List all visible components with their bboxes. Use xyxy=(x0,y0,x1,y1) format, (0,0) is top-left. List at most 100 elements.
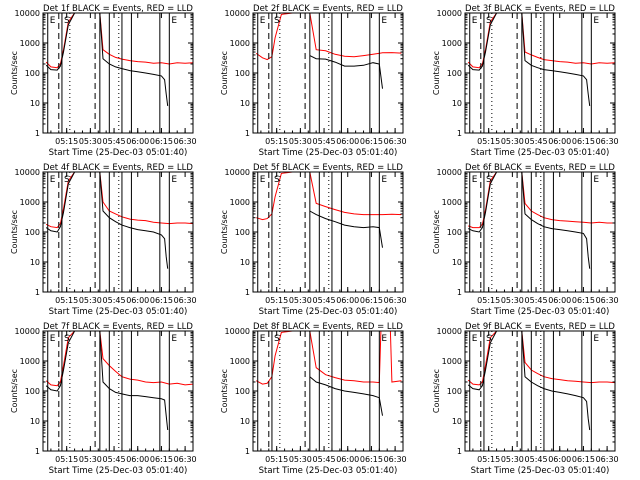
panel-title: Det 1f BLACK = Events, RED = LLD xyxy=(43,4,193,14)
x-tick-label: 05:15 xyxy=(265,137,288,146)
x-tick-label: 05:15 xyxy=(265,455,288,464)
x-tick-label: 06:30 xyxy=(174,455,197,464)
y-tick-label: 1000 xyxy=(230,198,250,207)
marker-label: E xyxy=(260,334,266,344)
panel-title: Det 4f BLACK = Events, RED = LLD xyxy=(43,163,193,173)
x-tick-label: 06:00 xyxy=(336,455,359,464)
x-tick-label: 05:45 xyxy=(525,455,548,464)
marker-label: E xyxy=(50,16,56,26)
x-tick-label: 05:30 xyxy=(289,455,312,464)
x-tick-label: 05:15 xyxy=(55,137,78,146)
x-tick-label: 06:15 xyxy=(360,296,383,305)
x-tick-label: 06:15 xyxy=(360,455,383,464)
y-tick-label: 100 xyxy=(235,69,250,78)
x-tick-label: 06:30 xyxy=(384,455,407,464)
x-tick-label: 06:30 xyxy=(596,455,619,464)
y-tick-label: 1000 xyxy=(20,198,40,207)
panel-title: Det 2f BLACK = Events, RED = LLD xyxy=(253,4,403,14)
y-tick-label: 10 xyxy=(30,99,40,108)
x-tick-label: 06:30 xyxy=(596,137,619,146)
marker-label: E xyxy=(472,175,478,185)
x-tick-label: 06:00 xyxy=(126,455,149,464)
y-axis-label: Counts/sec xyxy=(220,210,229,254)
x-axis-label: Start Time (25-Dec-03 05:01:40) xyxy=(49,466,188,476)
marker-label: E xyxy=(171,334,177,344)
y-tick-label: 100 xyxy=(447,228,462,237)
y-tick-label: 10 xyxy=(30,417,40,426)
y-axis-label: Counts/sec xyxy=(432,369,441,413)
panel-title: Det 7f BLACK = Events, RED = LLD xyxy=(43,322,193,332)
marker-label: E xyxy=(472,16,478,26)
x-tick-label: 06:00 xyxy=(548,137,571,146)
marker-label: S xyxy=(274,175,280,185)
marker-label: E xyxy=(381,175,387,185)
marker-label: S xyxy=(486,16,492,26)
x-tick-label: 05:15 xyxy=(477,296,500,305)
plot-frame xyxy=(42,330,194,452)
x-tick-label: 05:30 xyxy=(501,296,524,305)
y-tick-label: 1 xyxy=(35,288,40,297)
y-tick-label: 1000 xyxy=(442,198,462,207)
x-tick-label: 06:00 xyxy=(336,137,359,146)
y-tick-label: 1 xyxy=(245,447,250,456)
marker-label: S xyxy=(486,334,492,344)
x-tick-label: 05:15 xyxy=(55,296,78,305)
panel-title: Det 3f BLACK = Events, RED = LLD xyxy=(465,4,615,14)
x-tick-label: 05:45 xyxy=(525,137,548,146)
x-tick-label: 06:00 xyxy=(548,296,571,305)
y-tick-label: 10 xyxy=(452,417,462,426)
marker-label: S xyxy=(486,175,492,185)
y-tick-label: 10000 xyxy=(437,9,462,18)
y-tick-label: 1 xyxy=(457,129,462,138)
marker-label: E xyxy=(593,16,599,26)
x-axis-label: Start Time (25-Dec-03 05:01:40) xyxy=(259,148,398,158)
y-tick-label: 10 xyxy=(452,258,462,267)
x-axis-label: Start Time (25-Dec-03 05:01:40) xyxy=(471,148,610,158)
marker-label: E xyxy=(381,16,387,26)
marker-label: E xyxy=(593,175,599,185)
marker-label: E xyxy=(50,334,56,344)
x-tick-label: 06:15 xyxy=(360,137,383,146)
x-tick-label: 06:30 xyxy=(596,296,619,305)
plot-frame xyxy=(464,171,616,293)
x-axis-label: Start Time (25-Dec-03 05:01:40) xyxy=(259,307,398,317)
x-tick-label: 05:15 xyxy=(477,455,500,464)
x-axis-label: Start Time (25-Dec-03 05:01:40) xyxy=(471,307,610,317)
y-axis-label: Counts/sec xyxy=(220,51,229,95)
y-tick-label: 10 xyxy=(452,99,462,108)
marker-label: S xyxy=(64,334,70,344)
events-series-line xyxy=(467,13,591,106)
x-tick-label: 05:30 xyxy=(79,455,102,464)
x-tick-label: 05:45 xyxy=(103,137,126,146)
y-tick-label: 1 xyxy=(457,288,462,297)
x-tick-label: 06:30 xyxy=(384,296,407,305)
y-axis-label: Counts/sec xyxy=(10,369,19,413)
x-axis-label: Start Time (25-Dec-03 05:01:40) xyxy=(49,148,188,158)
y-tick-label: 1000 xyxy=(442,39,462,48)
x-tick-label: 06:00 xyxy=(126,137,149,146)
x-tick-label: 05:30 xyxy=(501,455,524,464)
y-tick-label: 1 xyxy=(35,447,40,456)
y-tick-label: 10000 xyxy=(15,168,40,177)
x-tick-label: 06:30 xyxy=(174,137,197,146)
events-series-line xyxy=(309,376,383,416)
y-tick-label: 10000 xyxy=(225,327,250,336)
y-tick-label: 10000 xyxy=(15,327,40,336)
panel-title: Det 6f BLACK = Events, RED = LLD xyxy=(465,163,615,173)
y-tick-label: 10000 xyxy=(225,168,250,177)
y-tick-label: 1 xyxy=(457,447,462,456)
x-tick-label: 05:15 xyxy=(477,137,500,146)
marker-label: E xyxy=(260,16,266,26)
marker-label: S xyxy=(274,334,280,344)
y-tick-label: 10000 xyxy=(437,168,462,177)
x-tick-label: 06:30 xyxy=(384,137,407,146)
x-tick-label: 05:30 xyxy=(501,137,524,146)
